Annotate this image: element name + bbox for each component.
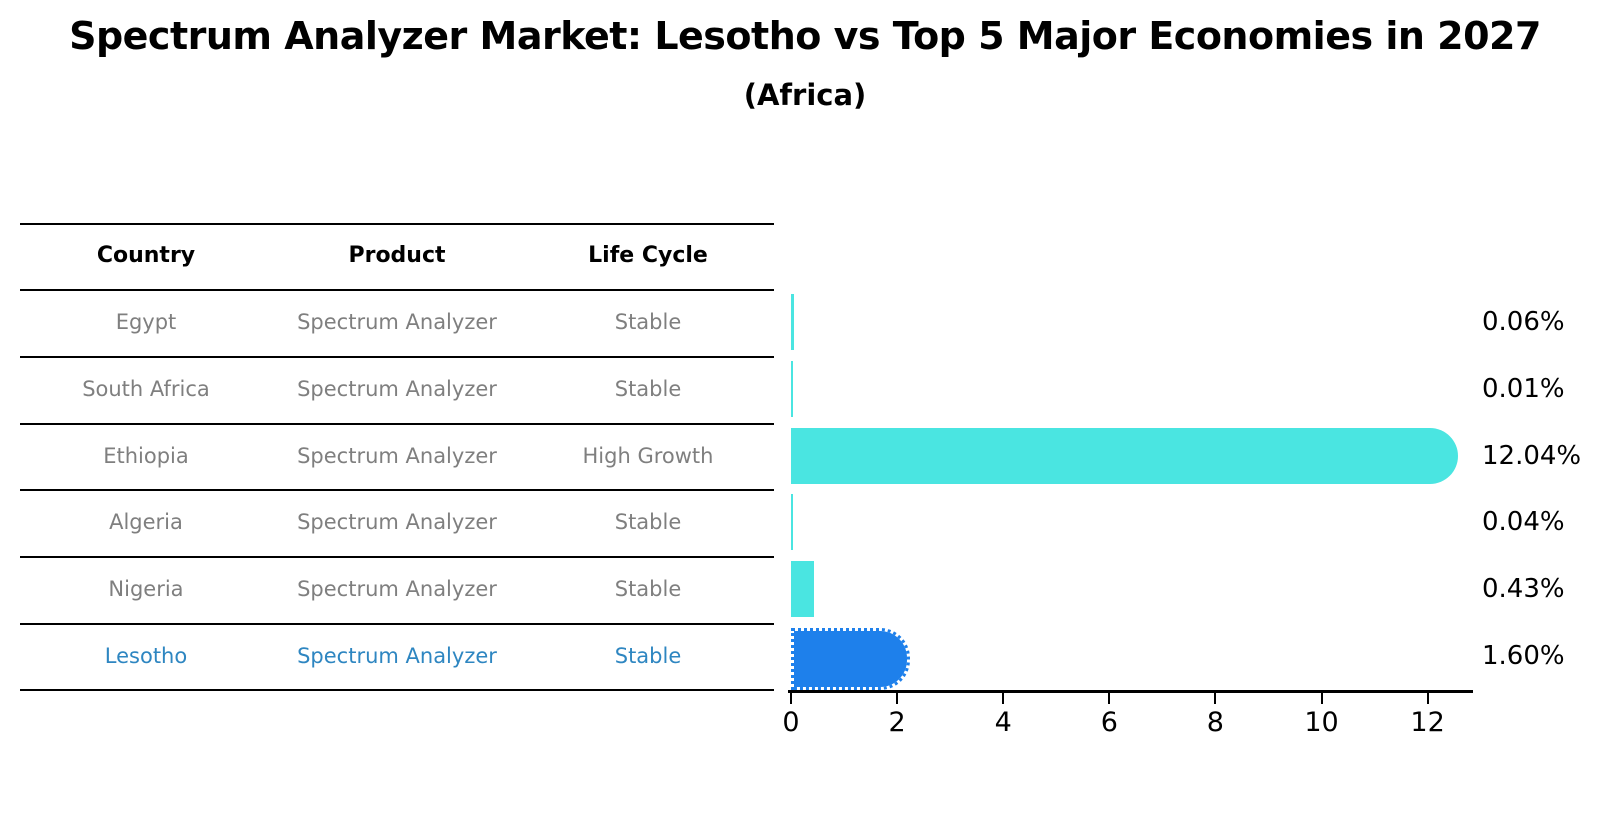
x-axis-tick [1214, 693, 1217, 704]
x-axis-line [788, 690, 1473, 693]
table-row-separator [20, 556, 774, 558]
table-row-separator [20, 223, 774, 225]
cell-country: South Africa [82, 377, 210, 401]
cell-product: Spectrum Analyzer [297, 310, 497, 334]
x-axis-tick [1108, 693, 1111, 704]
table-row-separator [20, 289, 774, 291]
x-axis-tick [1002, 693, 1005, 704]
cell-country: Algeria [109, 510, 183, 534]
col-header-lifecycle: Life Cycle [588, 243, 708, 268]
x-axis-tick [896, 693, 899, 704]
cell-lifecycle: Stable [614, 644, 682, 668]
cell-product: Spectrum Analyzer [297, 577, 497, 601]
cell-country: Lesotho [104, 644, 188, 668]
cell-product: Spectrum Analyzer [297, 644, 497, 668]
x-axis-tick-label: 6 [1100, 707, 1118, 738]
cell-country: Ethiopia [103, 444, 189, 468]
chart-subtitle: (Africa) [743, 78, 867, 112]
x-axis-tick [790, 693, 792, 704]
bar-lesotho [791, 628, 910, 690]
bar-value-label-lesotho: 1.60% [1482, 641, 1565, 671]
x-axis-tick-label: 12 [1410, 707, 1445, 738]
cell-lifecycle: Stable [614, 310, 682, 334]
bar-south-africa [791, 361, 793, 417]
bar-value-label-ethiopia: 12.04% [1482, 441, 1582, 471]
x-axis-tick [1320, 693, 1323, 704]
cell-lifecycle: Stable [614, 577, 682, 601]
cell-product: Spectrum Analyzer [297, 510, 497, 534]
x-axis-tick-label: 8 [1206, 707, 1224, 738]
bar-egypt [791, 294, 795, 350]
x-axis-tick-label: 0 [782, 707, 800, 738]
bar-value-label-nigeria: 0.43% [1482, 574, 1565, 604]
bar-nigeria [791, 561, 814, 617]
table-row-separator [20, 689, 774, 691]
col-header-country: Country [96, 243, 196, 268]
cell-country: Nigeria [108, 577, 184, 601]
col-header-product: Product [348, 243, 446, 268]
chart-title: Spectrum Analyzer Market: Lesotho vs Top… [69, 14, 1541, 58]
bar-value-label-south-africa: 0.01% [1482, 374, 1565, 404]
cell-lifecycle: Stable [614, 510, 682, 534]
x-axis-tick-label: 4 [994, 707, 1012, 738]
table-row-separator [20, 623, 774, 625]
cell-product: Spectrum Analyzer [297, 377, 497, 401]
cell-lifecycle: Stable [614, 377, 682, 401]
bar-algeria [791, 494, 794, 550]
cell-lifecycle: High Growth [582, 444, 714, 468]
bar-value-label-algeria: 0.04% [1482, 507, 1565, 537]
x-axis-tick-label: 2 [888, 707, 906, 738]
x-axis-tick-label: 10 [1304, 707, 1339, 738]
x-axis-tick [1426, 693, 1429, 704]
cell-country: Egypt [115, 310, 177, 334]
table-row-separator [20, 489, 774, 491]
bar-value-label-egypt: 0.06% [1482, 307, 1565, 337]
table-row-separator [20, 356, 774, 358]
cell-product: Spectrum Analyzer [297, 444, 497, 468]
table-row-separator [20, 423, 774, 425]
bar-ethiopia [791, 428, 1458, 484]
